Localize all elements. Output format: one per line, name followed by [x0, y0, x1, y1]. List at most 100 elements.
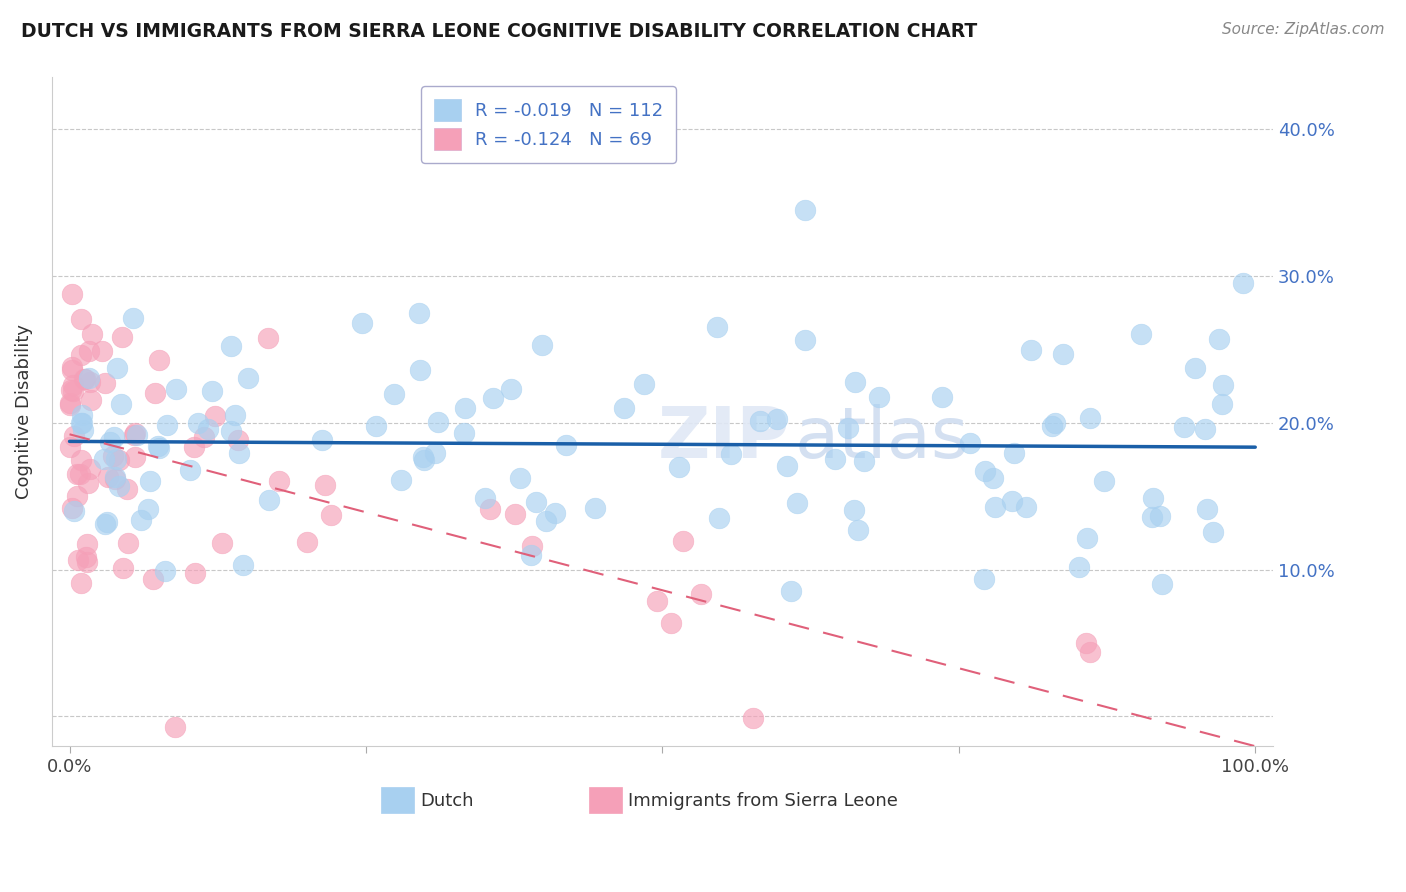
- Bar: [589, 788, 621, 813]
- Point: [482, 391, 505, 405]
- Point: [143, 385, 166, 400]
- Point: [981, 471, 1004, 485]
- Point: [94, 376, 117, 390]
- Point: [1212, 378, 1234, 392]
- Point: [454, 401, 477, 416]
- Point: [60, 360, 83, 375]
- Point: [211, 535, 233, 549]
- Point: [520, 539, 543, 553]
- Point: [59, 441, 82, 455]
- Point: [59, 396, 82, 410]
- Point: [103, 430, 125, 444]
- Point: [70, 416, 93, 430]
- Point: [583, 500, 606, 515]
- Text: DUTCH VS IMMIGRANTS FROM SIERRA LEONE COGNITIVE DISABILITY CORRELATION CHART: DUTCH VS IMMIGRANTS FROM SIERRA LEONE CO…: [21, 22, 977, 41]
- Point: [129, 513, 152, 527]
- Point: [72, 424, 94, 438]
- Point: [868, 390, 890, 404]
- Legend: R = -0.019   N = 112, R = -0.124   N = 69: R = -0.019 N = 112, R = -0.124 N = 69: [420, 87, 676, 163]
- Point: [193, 430, 215, 444]
- Point: [221, 339, 243, 353]
- Point: [659, 615, 682, 630]
- Point: [73, 372, 96, 386]
- Point: [107, 452, 129, 467]
- Point: [479, 502, 502, 516]
- Point: [256, 331, 278, 345]
- Point: [165, 720, 187, 734]
- Point: [408, 363, 430, 377]
- Point: [474, 491, 496, 505]
- Bar: [381, 788, 415, 813]
- Point: [793, 202, 815, 217]
- Point: [70, 576, 93, 591]
- Point: [426, 415, 449, 429]
- Point: [117, 535, 139, 549]
- Point: [66, 553, 89, 567]
- Point: [837, 420, 859, 434]
- Point: [1074, 636, 1097, 650]
- Point: [776, 458, 799, 473]
- Point: [749, 414, 772, 428]
- Point: [79, 462, 101, 476]
- Point: [1052, 346, 1074, 360]
- Point: [672, 534, 695, 549]
- Point: [1040, 419, 1063, 434]
- Point: [259, 492, 281, 507]
- Point: [59, 399, 82, 413]
- Point: [79, 375, 101, 389]
- Point: [931, 391, 953, 405]
- Point: [75, 550, 97, 565]
- Point: [389, 474, 412, 488]
- Point: [124, 426, 146, 441]
- Point: [70, 312, 93, 326]
- Point: [973, 572, 995, 586]
- Point: [70, 453, 93, 467]
- Point: [224, 408, 246, 422]
- Point: [139, 474, 162, 488]
- Point: [155, 564, 177, 578]
- Point: [311, 433, 333, 447]
- Text: Immigrants from Sierra Leone: Immigrants from Sierra Leone: [628, 792, 898, 810]
- Text: ZIP: ZIP: [658, 404, 790, 473]
- Point: [70, 416, 93, 430]
- Point: [77, 370, 100, 384]
- Point: [110, 330, 132, 344]
- Point: [959, 436, 981, 450]
- Point: [1078, 411, 1101, 425]
- Point: [96, 515, 118, 529]
- Point: [127, 428, 149, 442]
- Point: [1184, 360, 1206, 375]
- Point: [612, 401, 634, 416]
- Point: [314, 478, 336, 492]
- Point: [60, 363, 83, 377]
- Point: [534, 515, 557, 529]
- Point: [794, 333, 817, 347]
- Text: atlas: atlas: [794, 404, 969, 473]
- Point: [124, 450, 146, 464]
- Point: [148, 439, 170, 453]
- Point: [844, 375, 866, 389]
- Point: [69, 467, 91, 481]
- Point: [100, 435, 122, 450]
- Point: [1232, 276, 1254, 290]
- Point: [786, 496, 808, 510]
- Point: [122, 310, 145, 325]
- Point: [706, 320, 728, 334]
- Point: [183, 440, 205, 454]
- Point: [742, 711, 765, 725]
- Point: [319, 508, 342, 522]
- Point: [1140, 510, 1163, 524]
- Point: [1129, 327, 1152, 342]
- Point: [350, 316, 373, 330]
- Point: [59, 384, 82, 398]
- Point: [1173, 419, 1195, 434]
- Point: [1076, 532, 1098, 546]
- Point: [63, 504, 86, 518]
- Point: [96, 470, 118, 484]
- Point: [108, 479, 131, 493]
- Point: [94, 517, 117, 532]
- Point: [853, 454, 876, 468]
- Point: [148, 441, 170, 455]
- Point: [1142, 491, 1164, 505]
- Point: [530, 338, 553, 352]
